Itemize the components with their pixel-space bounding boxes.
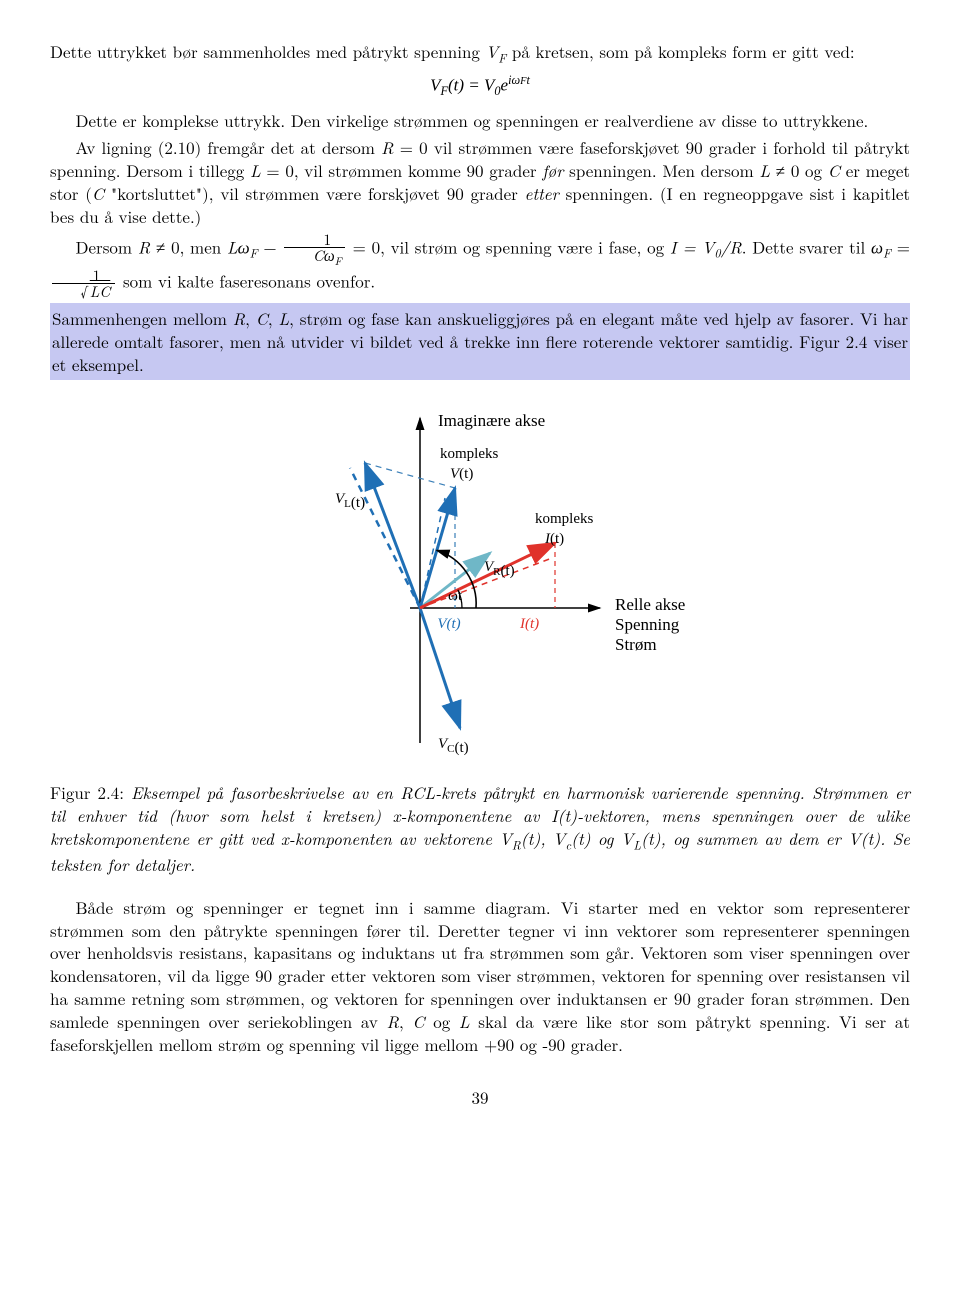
svg-text:I(t): I(t) xyxy=(519,616,539,632)
paragraph-3: Av ligning (2.10) fremgår det at dersom … xyxy=(50,136,910,228)
phasor-diagram: Imaginære akse Relle akseSpenningStrøm ωt V… xyxy=(220,398,740,758)
paragraph-5: Både strøm og spenninger er tegnet inn i… xyxy=(50,896,910,1057)
svg-text:V(t): V(t) xyxy=(437,616,460,632)
svg-text:VC(t): VC(t) xyxy=(438,736,469,756)
svg-text:kompleks: kompleks xyxy=(440,446,498,462)
svg-text:ωt: ωt xyxy=(448,588,463,604)
svg-text:Spenning: Spenning xyxy=(615,615,680,634)
equation-vf: VF(t) = V0eiωFt xyxy=(50,72,910,100)
paragraph-4: Dersom R ≠ 0, men LωF − 1CωF = 0, vil st… xyxy=(50,232,910,299)
svg-text:V(t): V(t) xyxy=(450,466,473,482)
paragraph-2: Dette er komplekse uttrykk. Den virkelig… xyxy=(50,109,910,132)
svg-text:Strøm: Strøm xyxy=(615,635,657,654)
paragraph-1: Dette uttrykket bør sammenholdes med påt… xyxy=(50,40,910,66)
svg-text:VL(t): VL(t) xyxy=(335,491,365,511)
svg-text:Imaginære akse: Imaginære akse xyxy=(438,411,545,430)
highlight-box: Sammenhengen mellom R, C, L, strøm og fa… xyxy=(50,303,910,380)
svg-text:Relle akse: Relle akse xyxy=(615,595,685,614)
figure-2-4: Imaginære akse Relle akseSpenningStrøm ωt V… xyxy=(50,398,910,763)
page-number: 39 xyxy=(50,1086,910,1109)
figure-caption: Figur 2.4: Eksempel på fasorbeskrivelse … xyxy=(50,781,910,876)
svg-text:kompleks: kompleks xyxy=(535,511,593,527)
svg-text:I(t): I(t) xyxy=(544,531,564,547)
